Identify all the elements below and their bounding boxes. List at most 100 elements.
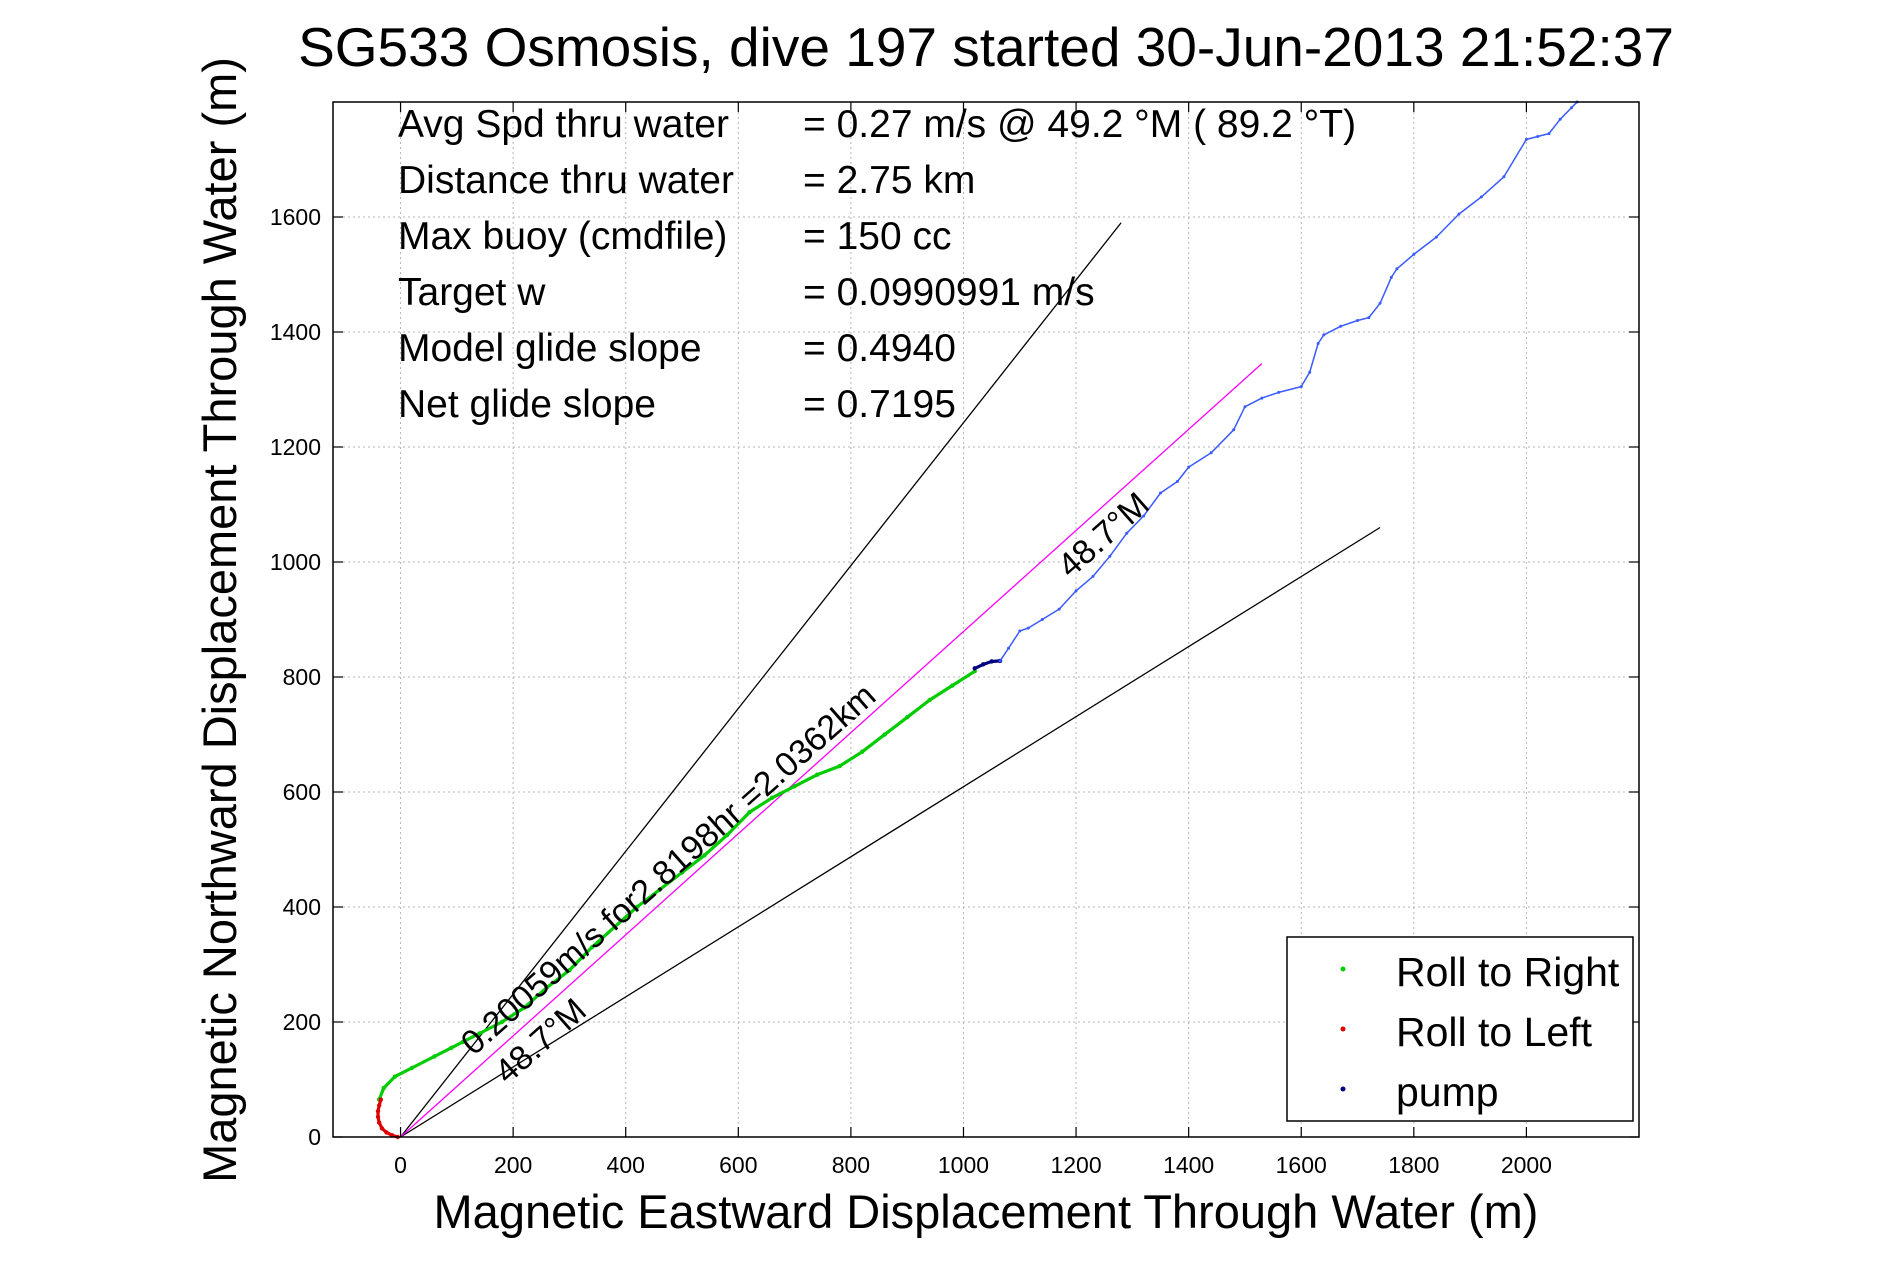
- data-point: [657, 887, 662, 892]
- data-point: [1502, 175, 1506, 179]
- y-tick-label: 1200: [270, 434, 321, 460]
- reference-line: [400, 526, 1381, 1138]
- x-tick-label: 400: [607, 1152, 645, 1178]
- data-point: [1091, 574, 1095, 578]
- data-point: [1434, 235, 1438, 239]
- data-point: [769, 795, 775, 800]
- info-label: Avg Spd thru water: [398, 103, 729, 146]
- data-point: [375, 1108, 381, 1114]
- data-point: [1243, 405, 1247, 409]
- legend-marker: [1340, 966, 1346, 972]
- y-tick-label: 400: [283, 894, 321, 920]
- data-point: [1260, 396, 1264, 400]
- x-tick-label: 1200: [1050, 1152, 1101, 1178]
- data-point: [379, 1126, 385, 1131]
- data-point: [927, 697, 932, 703]
- data-point: [1536, 135, 1540, 138]
- info-label: Max buoy (cmdfile): [398, 215, 727, 258]
- info-label: Distance thru water: [398, 159, 734, 202]
- x-tick-label: 2000: [1501, 1152, 1552, 1178]
- info-label: Target w: [398, 271, 546, 314]
- data-point: [1018, 629, 1022, 633]
- data-point: [477, 1031, 482, 1036]
- data-point: [634, 904, 640, 910]
- data-point: [1395, 267, 1399, 271]
- data-point: [1316, 342, 1320, 345]
- data-point: [1277, 390, 1281, 394]
- y-tick-label: 600: [283, 779, 321, 805]
- data-point: [792, 784, 797, 789]
- y-tick-label: 800: [283, 664, 321, 690]
- series-line: [999, 101, 1578, 662]
- x-tick-label: 1600: [1276, 1152, 1327, 1178]
- info-label: Net glide slope: [398, 383, 656, 426]
- data-point: [378, 1097, 384, 1102]
- data-point: [589, 945, 595, 950]
- series-line: [973, 659, 1002, 671]
- reference-line: [400, 363, 1263, 1138]
- data-point: [499, 1019, 505, 1025]
- data-point: [1007, 646, 1011, 650]
- data-point: [747, 809, 752, 815]
- x-axis-label: Magnetic Eastward Displacement Through W…: [434, 1185, 1539, 1238]
- info-value: = 0.0990991 m/s: [803, 271, 1095, 314]
- data-point: [972, 666, 977, 671]
- x-tick-label: 1800: [1388, 1152, 1439, 1178]
- data-point: [1026, 626, 1030, 630]
- data-point: [460, 1039, 465, 1045]
- data-point: [980, 662, 986, 667]
- data-point: [882, 732, 887, 737]
- data-point: [989, 659, 994, 664]
- data-point: [1232, 428, 1236, 432]
- info-block: Avg Spd thru water = 0.27 m/s @ 49.2 °M (…: [398, 103, 1356, 426]
- data-series: [375, 100, 1579, 1140]
- data-point: [1308, 370, 1312, 374]
- data-point: [1457, 212, 1461, 216]
- data-point: [612, 924, 617, 930]
- data-point: [381, 1085, 386, 1091]
- data-point: [702, 853, 707, 858]
- data-point: [679, 870, 685, 875]
- data-point: [1569, 106, 1573, 110]
- legend-label: Roll to Right: [1396, 949, 1620, 995]
- info-value: = 0.7195: [803, 383, 956, 426]
- data-point: [837, 763, 842, 769]
- y-tick-label: 0: [308, 1124, 321, 1150]
- data-point: [1142, 514, 1146, 518]
- data-point: [1322, 333, 1326, 337]
- y-tick-label: 1600: [270, 204, 321, 230]
- data-point: [1547, 132, 1551, 136]
- data-point: [950, 683, 955, 688]
- y-tick-label: 1000: [270, 549, 321, 575]
- data-point: [544, 985, 550, 990]
- info-value: = 0.27 m/s @ 49.2 °M ( 89.2 °T): [803, 103, 1356, 146]
- data-point: [1125, 531, 1129, 535]
- data-point: [904, 715, 910, 720]
- data-point: [392, 1074, 398, 1079]
- data-point: [859, 749, 865, 754]
- data-point: [724, 832, 730, 838]
- x-tick-label: 1400: [1163, 1152, 1214, 1178]
- data-point: [1057, 607, 1061, 611]
- legend-marker: [1340, 1086, 1346, 1092]
- data-point: [1412, 252, 1416, 256]
- reference-lines: [400, 222, 1381, 1138]
- info-label: Model glide slope: [398, 327, 702, 370]
- data-point: [567, 968, 572, 973]
- y-tick-label: 1400: [270, 319, 321, 345]
- data-point: [1299, 385, 1303, 389]
- data-point: [1209, 451, 1213, 455]
- data-point: [1558, 117, 1562, 121]
- data-point: [432, 1054, 437, 1059]
- series-line: [377, 669, 977, 1102]
- y-tick-label: 200: [283, 1009, 321, 1035]
- data-point: [1339, 324, 1343, 328]
- x-tick-label: 600: [719, 1152, 757, 1178]
- data-point: [409, 1065, 415, 1071]
- data-point: [1074, 589, 1078, 593]
- data-point: [1378, 301, 1382, 305]
- data-point: [814, 772, 820, 777]
- data-point: [384, 1130, 389, 1135]
- info-value: = 150 cc: [803, 215, 952, 258]
